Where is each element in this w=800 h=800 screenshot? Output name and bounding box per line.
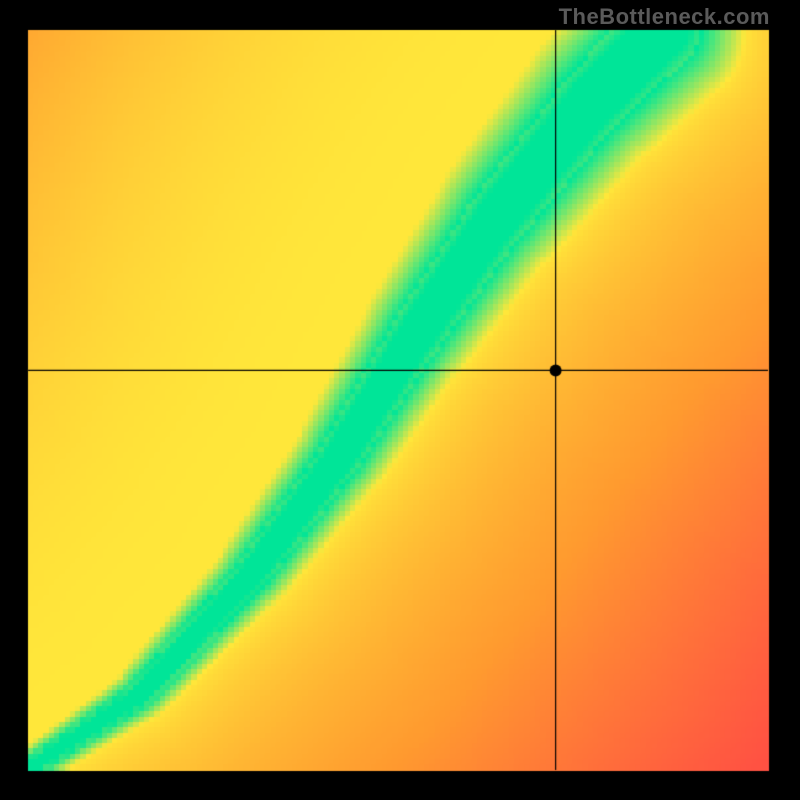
chart-container: TheBottleneck.com [0, 0, 800, 800]
overlay-canvas [0, 0, 800, 800]
watermark-text: TheBottleneck.com [559, 4, 770, 30]
